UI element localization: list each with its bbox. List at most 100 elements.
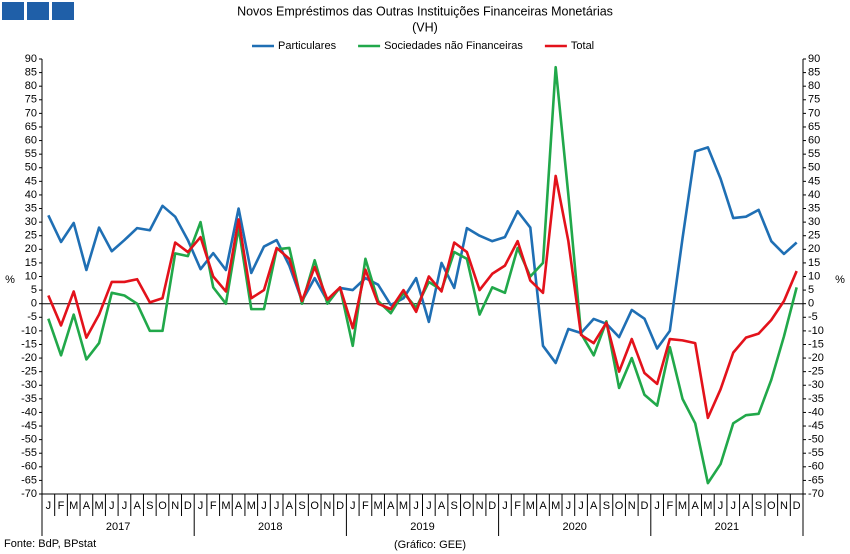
y-tick-label: 70 <box>25 107 37 119</box>
y2-tick-label: 70 <box>808 107 820 119</box>
y-tick-label: -30 <box>21 379 37 391</box>
x-tick-label: M <box>703 500 712 512</box>
x-tick-label: A <box>742 500 750 512</box>
x-tick-label: A <box>438 500 446 512</box>
x-tick-label: M <box>69 500 78 512</box>
x-tick-label: J <box>426 500 432 512</box>
x-tick-label: N <box>476 500 484 512</box>
y2-tick-label: -5 <box>808 311 818 323</box>
x-tick-label: J <box>730 500 736 512</box>
y-tick-label: 90 <box>25 53 37 65</box>
y2-tick-label: -45 <box>808 420 824 432</box>
x-tick-label: N <box>323 500 331 512</box>
year-label: 2017 <box>106 521 130 533</box>
x-tick-label: J <box>109 500 115 512</box>
y2-tick-label: 35 <box>808 202 820 214</box>
y2-tick-label: 40 <box>808 189 820 201</box>
x-tick-label: M <box>374 500 383 512</box>
x-tick-label: M <box>221 500 230 512</box>
series-line <box>47 174 798 420</box>
y2-tick-label: 80 <box>808 80 820 92</box>
y-tick-label: -15 <box>21 338 37 350</box>
x-tick-label: M <box>526 500 535 512</box>
x-tick-label: M <box>399 500 408 512</box>
y2-axis-label: % <box>835 274 845 286</box>
y-tick-label: -25 <box>21 366 37 378</box>
x-tick-label: J <box>718 500 724 512</box>
x-tick-label: A <box>387 500 395 512</box>
y2-tick-label: -20 <box>808 352 824 364</box>
x-tick-label: D <box>488 500 496 512</box>
y2-tick-label: 65 <box>808 121 820 133</box>
x-tick-label: J <box>261 500 267 512</box>
y2-tick-label: 25 <box>808 230 820 242</box>
x-tick-label: D <box>793 500 801 512</box>
y-tick-label: -50 <box>21 434 37 446</box>
logo-square <box>2 2 24 20</box>
y-tick-label: 10 <box>25 270 37 282</box>
legend-label: Total <box>571 40 594 52</box>
y2-tick-label: 85 <box>808 67 820 79</box>
x-tick-label: M <box>551 500 560 512</box>
x-tick-label: F <box>514 500 521 512</box>
y-tick-label: 50 <box>25 162 37 174</box>
y2-tick-label: -10 <box>808 325 824 337</box>
y-tick-label: -65 <box>21 474 37 486</box>
y2-tick-label: 50 <box>808 162 820 174</box>
y2-tick-label: -50 <box>808 434 824 446</box>
series-line <box>47 65 798 485</box>
y-tick-label: -20 <box>21 352 37 364</box>
y-tick-label: 80 <box>25 80 37 92</box>
y-tick-label: -60 <box>21 461 37 473</box>
y-tick-label: -55 <box>21 447 37 459</box>
chart-title: Novos Empréstimos das Outras Instituiçõe… <box>237 4 613 18</box>
year-label: 2018 <box>258 521 282 533</box>
y2-tick-label: -15 <box>808 338 824 350</box>
chart-subtitle: (VH) <box>412 20 438 34</box>
y-tick-label: 45 <box>25 175 37 187</box>
x-tick-label: N <box>780 500 788 512</box>
x-tick-label: J <box>578 500 584 512</box>
y-tick-label: -35 <box>21 393 37 405</box>
x-tick-label: J <box>566 500 572 512</box>
x-tick-label: M <box>94 500 103 512</box>
y-tick-label: -5 <box>27 311 37 323</box>
y-tick-label: 85 <box>25 67 37 79</box>
x-tick-label: A <box>590 500 598 512</box>
y-tick-label: -70 <box>21 488 37 500</box>
x-tick-label: F <box>58 500 65 512</box>
x-tick-label: F <box>210 500 217 512</box>
series-line <box>47 146 798 365</box>
x-tick-label: O <box>158 500 167 512</box>
x-tick-label: J <box>46 500 52 512</box>
y2-tick-label: -40 <box>808 406 824 418</box>
y2-tick-label: 75 <box>808 94 820 106</box>
x-tick-label: S <box>603 500 610 512</box>
x-tick-label: O <box>463 500 472 512</box>
x-tick-label: O <box>310 500 319 512</box>
x-tick-label: J <box>274 500 280 512</box>
y-tick-label: 15 <box>25 257 37 269</box>
y2-tick-label: -70 <box>808 488 824 500</box>
x-tick-label: S <box>298 500 305 512</box>
x-tick-label: O <box>767 500 776 512</box>
year-label: 2020 <box>562 521 586 533</box>
x-tick-label: N <box>171 500 179 512</box>
y2-tick-label: -60 <box>808 461 824 473</box>
y2-tick-label: 20 <box>808 243 820 255</box>
logo-square <box>52 2 74 20</box>
x-tick-label: A <box>83 500 91 512</box>
y-tick-label: 65 <box>25 121 37 133</box>
y2-tick-label: 0 <box>808 298 814 310</box>
x-tick-label: A <box>692 500 700 512</box>
x-tick-label: S <box>146 500 153 512</box>
source: Fonte: BdP, BPstat <box>4 538 96 550</box>
y-tick-label: 30 <box>25 216 37 228</box>
legend-label: Particulares <box>278 40 337 52</box>
x-tick-label: S <box>755 500 762 512</box>
y-axis-label: % <box>5 274 15 286</box>
y-tick-label: -45 <box>21 420 37 432</box>
y-tick-label: -10 <box>21 325 37 337</box>
x-tick-label: M <box>678 500 687 512</box>
